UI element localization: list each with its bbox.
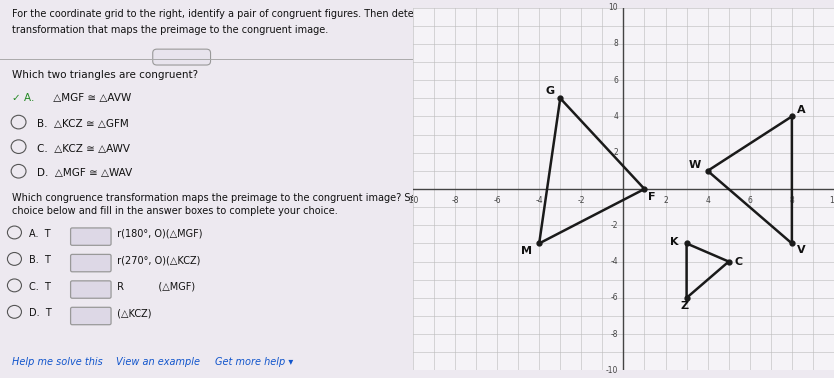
Text: V: V [797, 245, 806, 255]
Text: (△KCZ): (△KCZ) [113, 308, 151, 318]
Text: ✓ A.: ✓ A. [13, 93, 35, 102]
Text: A: A [797, 105, 806, 115]
Text: -2: -2 [610, 221, 618, 230]
Text: W: W [689, 160, 701, 170]
Text: 10: 10 [829, 196, 834, 205]
Text: 4: 4 [706, 196, 710, 205]
Text: 10: 10 [609, 3, 618, 12]
FancyBboxPatch shape [71, 228, 111, 245]
FancyBboxPatch shape [71, 254, 111, 272]
Text: -8: -8 [451, 196, 459, 205]
Text: -4: -4 [610, 257, 618, 266]
Text: r(180°, O)(△MGF): r(180°, O)(△MGF) [113, 229, 202, 239]
FancyBboxPatch shape [153, 49, 210, 65]
Text: 2: 2 [613, 148, 618, 157]
Text: Which congruence transformation maps the preimage to the congruent image? Select: Which congruence transformation maps the… [13, 193, 491, 203]
Text: A.  T: A. T [29, 229, 51, 239]
Text: Get more help ▾: Get more help ▾ [214, 357, 293, 367]
Text: transformation that maps the preimage to the congruent image.: transformation that maps the preimage to… [13, 25, 329, 34]
Text: -6: -6 [610, 293, 618, 302]
Text: -4: -4 [535, 196, 543, 205]
Text: For the coordinate grid to the right, identify a pair of congruent figures. Then: For the coordinate grid to the right, id… [13, 9, 512, 19]
Text: Z: Z [681, 301, 689, 311]
FancyBboxPatch shape [71, 281, 111, 298]
Text: Help me solve this: Help me solve this [13, 357, 103, 367]
Text: 4: 4 [613, 112, 618, 121]
Text: -10: -10 [407, 196, 419, 205]
Text: B.  T: B. T [29, 255, 51, 265]
Text: 6: 6 [613, 76, 618, 85]
Text: 2: 2 [663, 196, 668, 205]
Text: r(270°, O)(△KCZ): r(270°, O)(△KCZ) [113, 255, 200, 265]
Text: △MGF ≅ △AVW: △MGF ≅ △AVW [49, 93, 131, 102]
Text: C.  △KCZ ≅ △AWV: C. △KCZ ≅ △AWV [38, 144, 130, 153]
Text: choice below and fill in the answer boxes to complete your choice.: choice below and fill in the answer boxe… [13, 206, 338, 216]
Text: C: C [734, 257, 742, 266]
Text: 8: 8 [613, 39, 618, 48]
Text: G: G [545, 86, 555, 96]
Text: D.  △MGF ≅ △WAV: D. △MGF ≅ △WAV [38, 168, 133, 178]
Text: R           (△MGF): R (△MGF) [113, 282, 194, 291]
Text: F: F [648, 192, 656, 202]
Text: -10: -10 [605, 366, 618, 375]
Text: -2: -2 [578, 196, 585, 205]
Text: Which two triangles are congruent?: Which two triangles are congruent? [13, 70, 198, 80]
Text: M: M [521, 246, 532, 256]
Text: C.  T: C. T [29, 282, 51, 291]
FancyBboxPatch shape [71, 307, 111, 325]
Text: View an example: View an example [116, 357, 199, 367]
Text: B.  △KCZ ≅ △GFM: B. △KCZ ≅ △GFM [38, 119, 129, 129]
Text: 6: 6 [747, 196, 752, 205]
Text: D.  T: D. T [29, 308, 52, 318]
Text: -8: -8 [610, 330, 618, 339]
Text: K: K [670, 237, 678, 246]
Text: 8: 8 [790, 196, 794, 205]
Text: -6: -6 [493, 196, 501, 205]
